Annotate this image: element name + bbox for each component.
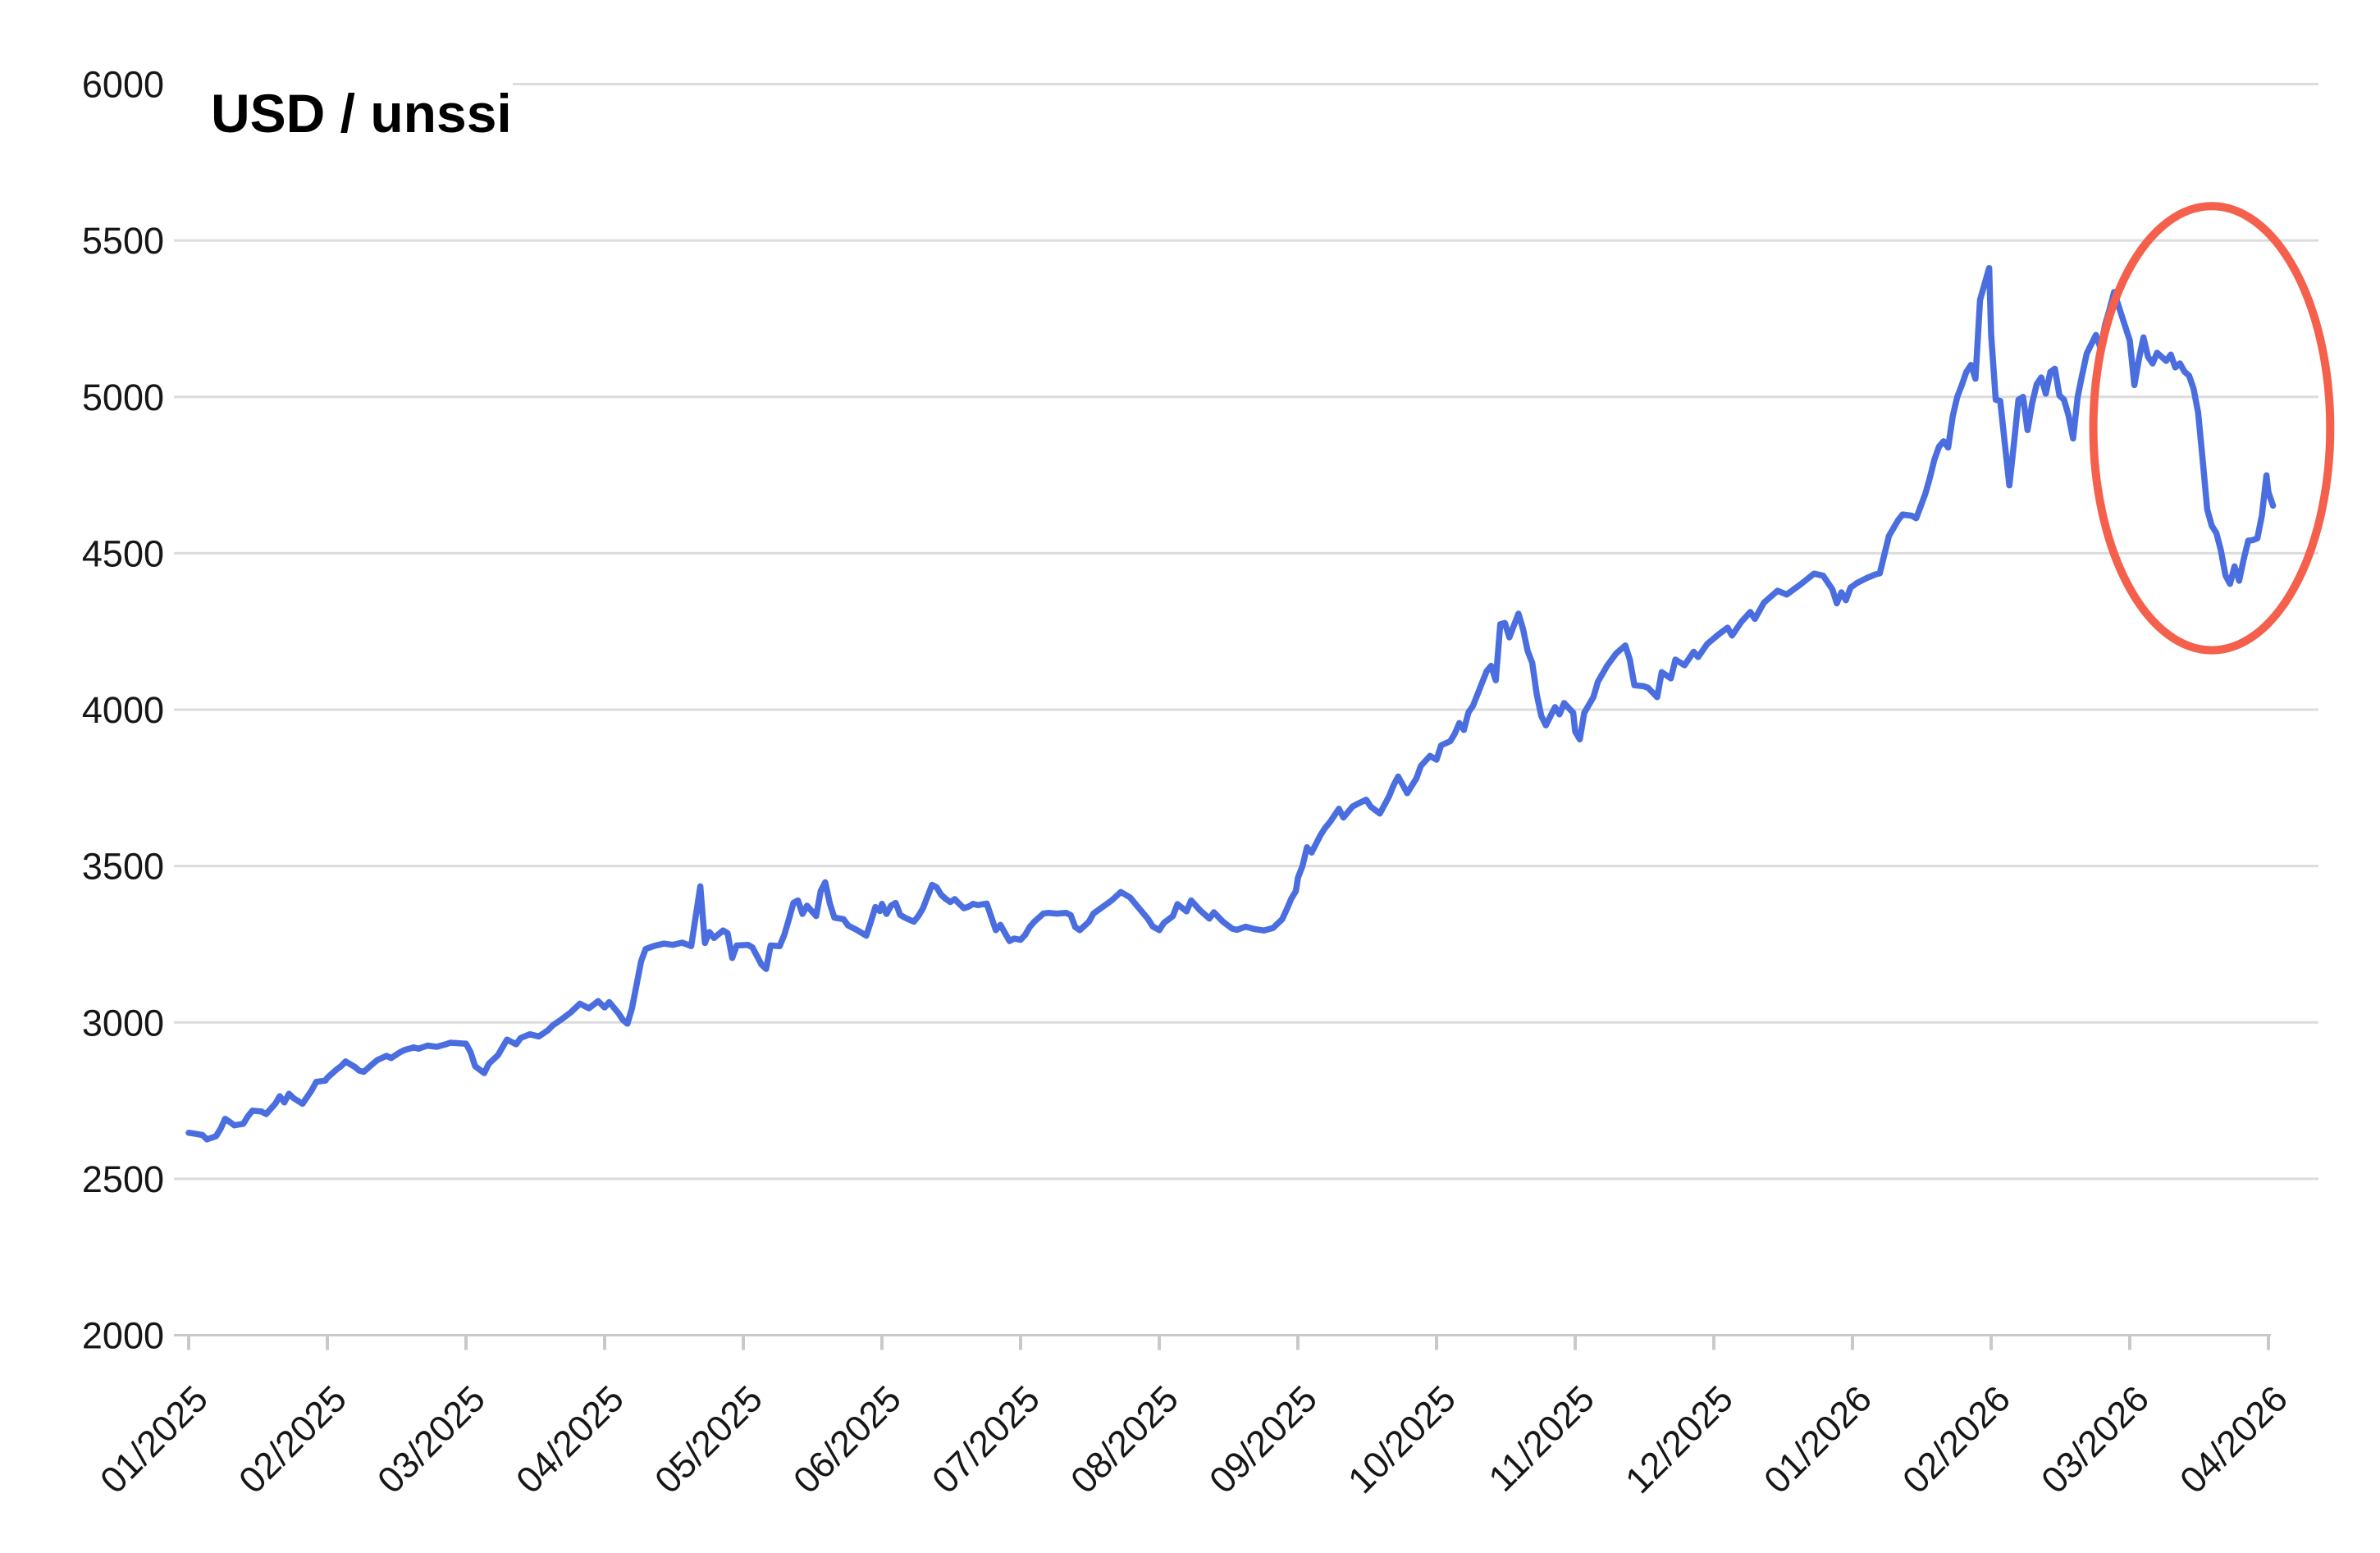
- x-axis-label-01/2026: 01/2026: [1756, 1377, 1880, 1501]
- y-axis-label-2000: 2000: [82, 1315, 164, 1357]
- y-axis-label-5000: 5000: [82, 377, 164, 418]
- x-axis-label-06/2025: 06/2025: [785, 1377, 909, 1501]
- x-axis-label-04/2025: 04/2025: [508, 1377, 632, 1501]
- y-axis-label-5500: 5500: [82, 220, 164, 262]
- highlight-ellipse: [2089, 202, 2335, 655]
- x-axis-label-08/2025: 08/2025: [1062, 1377, 1186, 1501]
- y-axis-label-4500: 4500: [82, 532, 164, 574]
- x-axis-label-11/2025: 11/2025: [1480, 1377, 1602, 1500]
- y-axis-label-3500: 3500: [82, 846, 164, 888]
- x-axis-label-10/2025: 10/2025: [1340, 1377, 1464, 1501]
- x-axis-label-12/2025: 12/2025: [1617, 1377, 1741, 1501]
- x-axis-label-05/2025: 05/2025: [646, 1377, 770, 1501]
- price-line: [185, 264, 2277, 1143]
- chart-title: USD / unssi: [211, 83, 512, 144]
- x-axis-label-03/2025: 03/2025: [369, 1377, 493, 1501]
- y-axis-label-6000: 6000: [82, 64, 164, 106]
- x-axis-label-02/2026: 02/2026: [1894, 1377, 2018, 1501]
- x-axis-label-03/2026: 03/2026: [2033, 1377, 2157, 1501]
- y-axis-label-2500: 2500: [82, 1158, 164, 1200]
- y-axis-label-3000: 3000: [82, 1002, 164, 1044]
- x-axis-label-04/2026: 04/2026: [2172, 1377, 2295, 1501]
- x-axis-label-02/2025: 02/2025: [231, 1377, 354, 1501]
- x-axis-label-07/2025: 07/2025: [924, 1377, 1048, 1501]
- y-axis-label-4000: 4000: [82, 689, 164, 731]
- x-axis-label-01/2025: 01/2025: [92, 1377, 216, 1501]
- x-axis-label-09/2025: 09/2025: [1201, 1377, 1325, 1501]
